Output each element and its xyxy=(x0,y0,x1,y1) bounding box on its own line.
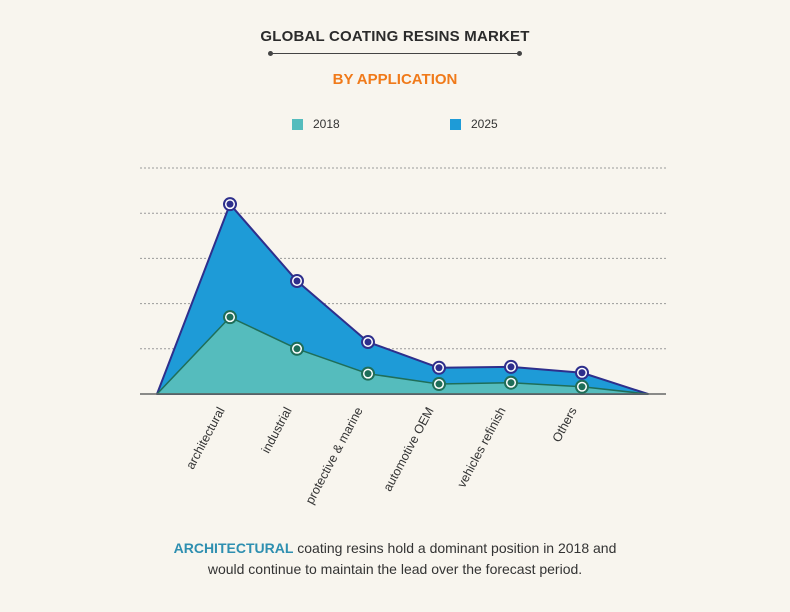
x-tick-label: automotive OEM xyxy=(381,405,437,494)
data-point-2018-core xyxy=(578,383,586,391)
legend-swatch-2025 xyxy=(450,118,461,130)
data-point-2018-core xyxy=(364,370,372,378)
chart-subtitle: BY APPLICATION xyxy=(332,71,458,88)
data-point-2018-core xyxy=(293,345,301,353)
caption-highlight: ARCHITECTURAL xyxy=(173,540,294,556)
chart-title: GLOBAL COATING RESINS MARKET xyxy=(260,28,530,45)
data-point-2025-core xyxy=(293,277,301,285)
chart-caption: ARCHITECTURAL coating resins hold a domi… xyxy=(0,538,790,580)
data-point-2025-core xyxy=(435,364,443,372)
data-point-2018-core xyxy=(507,379,515,387)
x-tick-label: Others xyxy=(550,405,580,445)
data-point-2018-core xyxy=(435,380,443,388)
data-point-2025-core xyxy=(364,338,372,346)
legend-item-2018: 2018 xyxy=(292,117,340,131)
caption-line1: coating resins hold a dominant position … xyxy=(293,540,617,556)
area-chart: architectural industrial protective & mari… xyxy=(140,167,666,507)
legend-label-2018: 2018 xyxy=(313,117,340,131)
data-point-2025-core xyxy=(578,369,586,377)
title-divider xyxy=(268,51,522,57)
x-tick-label: industrial xyxy=(259,405,295,456)
caption-line2: would continue to maintain the lead over… xyxy=(207,561,583,577)
x-tick-label: architectural xyxy=(183,405,227,472)
data-point-2025-core xyxy=(226,200,234,208)
legend-swatch-2018 xyxy=(292,118,303,130)
legend-label-2025: 2025 xyxy=(471,117,498,131)
data-point-2025-core xyxy=(507,363,515,371)
x-tick-label: vehicles refinish xyxy=(455,405,509,490)
legend-item-2025: 2025 xyxy=(450,117,498,131)
data-point-2018-core xyxy=(226,313,234,321)
x-tick-label: protective & marine xyxy=(303,405,366,507)
